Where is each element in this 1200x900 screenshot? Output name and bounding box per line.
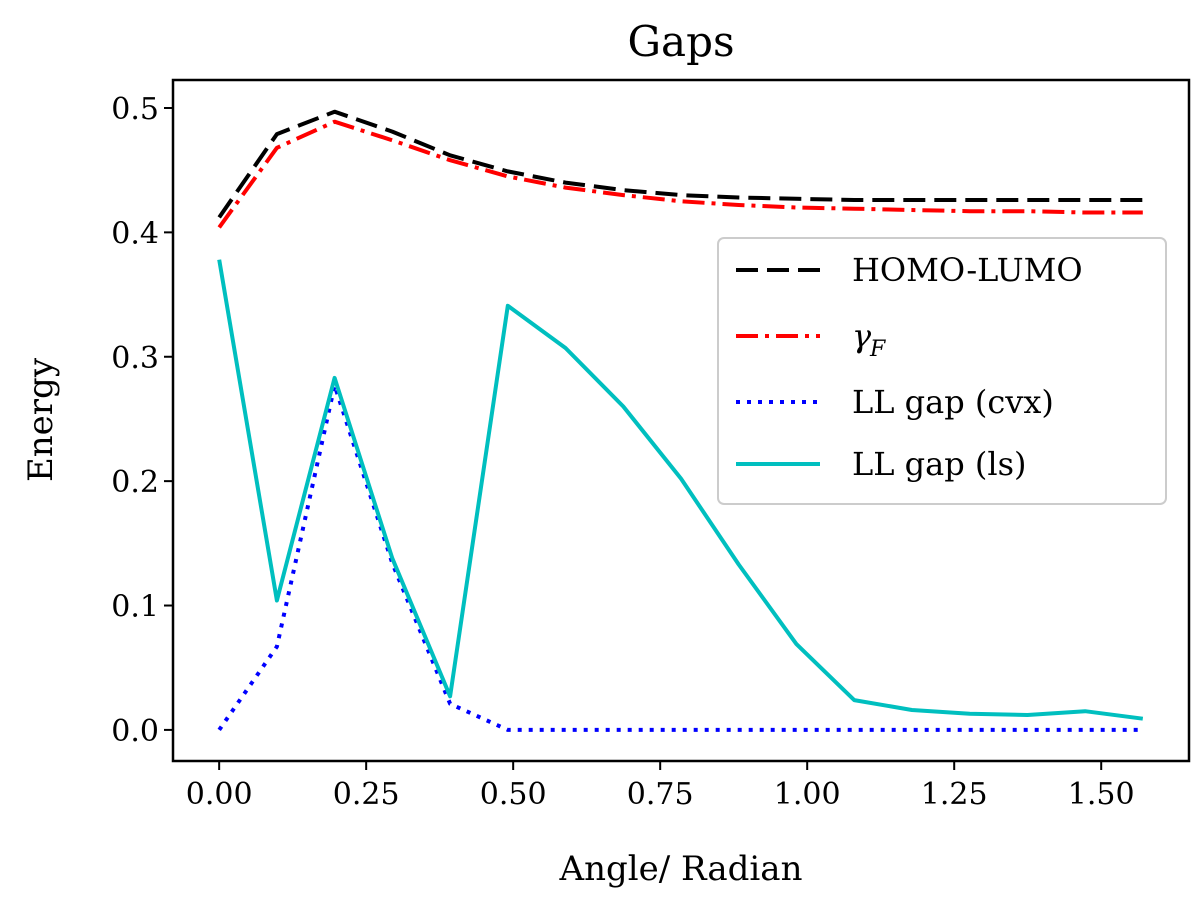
- y-axis-label: Energy: [21, 357, 61, 482]
- legend-label: LL gap (ls): [852, 445, 1027, 483]
- chart-title: Gaps: [627, 17, 734, 66]
- x-tick-label: 0.25: [333, 777, 400, 812]
- legend-label: LL gap (cvx): [852, 383, 1054, 421]
- y-tick-label: 0.0: [111, 714, 159, 749]
- axes-frame: [171, 78, 1191, 763]
- x-tick-label: 0.75: [627, 777, 694, 812]
- x-tick-label: 1.00: [774, 777, 841, 812]
- y-tick-label: 0.4: [111, 216, 159, 251]
- series-line-: [217, 119, 1143, 229]
- series-line-homo-lumo: [217, 109, 1143, 219]
- x-tick-label: 0.00: [186, 777, 253, 812]
- y-tick-label: 0.5: [111, 92, 159, 127]
- legend-label: γ: [852, 317, 872, 355]
- x-tick-label: 0.50: [480, 777, 547, 812]
- x-tick-label: 1.25: [921, 777, 988, 812]
- legend-box: [717, 237, 1167, 505]
- legend: HOMO-LUMO γF LL gap (cvx) LL gap (ls): [717, 237, 1167, 505]
- series-line-ll-gap-ls: [217, 259, 1144, 721]
- legend-label-subscript: F: [869, 337, 886, 362]
- x-axis-label: Angle/ Radian: [559, 849, 803, 889]
- y-tick-label: 0.1: [111, 590, 159, 625]
- axis-ticks: 0.00 0.25 0.50 0.75 1.00 1.25 1.50 0.0 0.1 0.2 0.3…: [111, 92, 1134, 812]
- x-tick-label: 1.50: [1068, 777, 1135, 812]
- legend-label: HOMO-LUMO: [852, 251, 1083, 289]
- y-tick-label: 0.2: [111, 465, 159, 500]
- plot-area: [217, 109, 1144, 732]
- y-tick-label: 0.3: [111, 341, 159, 376]
